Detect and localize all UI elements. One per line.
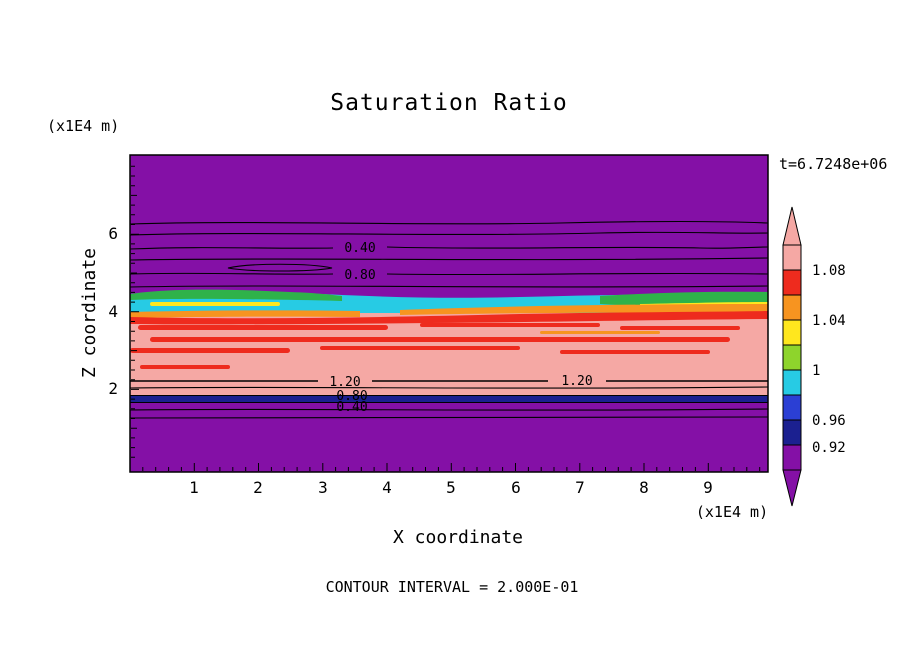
red-streak (420, 323, 600, 327)
x-minor-ticks (142, 463, 761, 471)
contour-line (129, 416, 769, 419)
time-annotation: t=6.7248e+06 (779, 155, 887, 173)
y-tick-labels: 6 4 2 (108, 224, 118, 398)
red-streak (560, 350, 710, 354)
colorbar-label: 0.92 (812, 440, 846, 456)
x-axis-unit-label: (x1E4 m) (696, 503, 768, 521)
axes (129, 154, 769, 473)
red-streaks (130, 323, 740, 369)
y-tick-label: 4 (108, 302, 118, 321)
colorbar-label: 1.08 (812, 263, 846, 279)
navy-band (130, 396, 768, 402)
x-tick-label: 3 (318, 478, 328, 497)
x-tick-labels: 1 2 3 4 5 6 7 8 9 (189, 478, 713, 497)
x-axis-title: X coordinate (393, 527, 523, 548)
contour-line (129, 386, 769, 389)
contour-line (129, 285, 769, 288)
lower-contour-lines (129, 380, 769, 419)
y-tick-label: 2 (108, 379, 118, 398)
yellow-streak-left (150, 302, 280, 306)
y-minor-ticks (131, 165, 139, 458)
colorbar-seg-pink (782, 244, 802, 271)
y-axis-unit-label: (x1E4 m) (47, 117, 119, 135)
orange-band-left (130, 310, 360, 318)
red-streak (130, 348, 290, 353)
y-axis-title: Z coordinate (79, 248, 100, 378)
colorbar-label: 0.96 (812, 413, 846, 429)
red-streak (150, 337, 730, 342)
colorbar-labels: 1.08 1.04 1 0.96 0.92 (812, 263, 846, 456)
plot-frame (129, 154, 769, 473)
x-tick-label: 8 (639, 478, 649, 497)
x-tick-label: 4 (382, 478, 392, 497)
contour-label-080-lower: 0.80 (336, 389, 367, 404)
colorbar: 1.08 1.04 1 0.96 0.92 (782, 206, 846, 507)
x-tick-label: 2 (253, 478, 263, 497)
contour-label-120-left: 1.20 (329, 375, 360, 390)
contour-label-120-right: 1.20 (561, 374, 592, 389)
contour-label-080-upper: 0.80 (344, 268, 375, 283)
red-streak (620, 326, 740, 330)
contour-line (386, 246, 769, 249)
colorbar-seg-navy (782, 419, 802, 446)
contour-interval-note: CONTOUR INTERVAL = 2.000E-01 (326, 578, 579, 596)
colorbar-bottom-arrow (782, 469, 802, 507)
red-streak (138, 325, 388, 330)
red-streak (140, 365, 230, 369)
contour-line (129, 408, 769, 411)
colorbar-seg-blue (782, 394, 802, 421)
y-tick-label: 6 (108, 224, 118, 243)
colorbar-label: 1.04 (812, 313, 846, 329)
colorbar-top-arrow (782, 206, 802, 246)
contour-line (129, 247, 334, 250)
colorbar-seg-cyan (782, 369, 802, 396)
contour-line (129, 231, 769, 236)
x-tick-label: 7 (575, 478, 585, 497)
contour-line (129, 257, 769, 261)
colorbar-seg-yellow-green (782, 344, 802, 371)
x-tick-label: 5 (446, 478, 456, 497)
contour-line (386, 272, 769, 276)
upper-contour-lines (129, 220, 769, 288)
red-streak (320, 346, 520, 350)
page-title: Saturation Ratio (330, 90, 568, 116)
orange-streak (540, 331, 660, 334)
x-tick-label: 1 (189, 478, 199, 497)
red-band (130, 311, 768, 325)
contour-line (129, 272, 334, 275)
green-patch-left (130, 289, 342, 301)
plot-area: 0.40 0.80 1.20 1.20 0.80 0.40 (129, 155, 769, 472)
x-tick-label: 9 (703, 478, 713, 497)
colorbar-seg-orange (782, 294, 802, 321)
colorbar-label: 1 (812, 363, 820, 379)
contour-label-040-upper: 0.40 (344, 241, 375, 256)
colorbar-seg-red (782, 269, 802, 296)
contour-label-040-lower: 0.40 (336, 400, 367, 415)
x-tick-label: 6 (511, 478, 521, 497)
colorbar-seg-purple (782, 444, 802, 471)
closed-contour-lens (227, 263, 333, 272)
contour-line (129, 220, 769, 225)
colorbar-seg-yellow (782, 319, 802, 346)
